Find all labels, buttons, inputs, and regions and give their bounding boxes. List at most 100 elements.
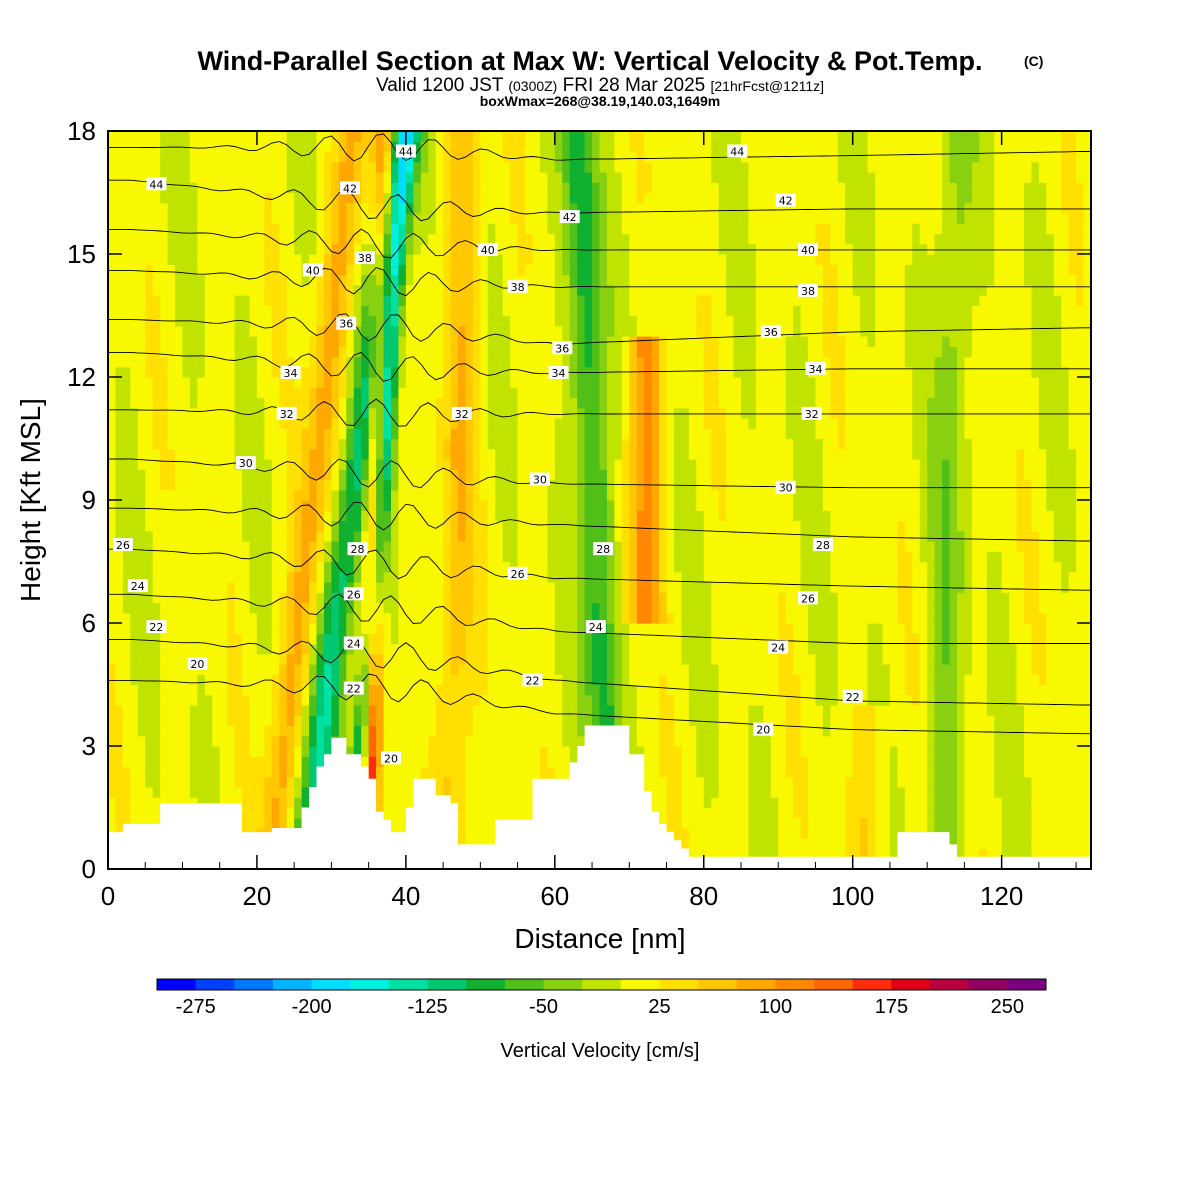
field-cell [599,500,608,511]
field-cell [301,643,310,655]
field-cell [599,479,608,491]
field-cell [644,602,653,614]
field-cell [554,674,563,686]
field-cell [882,705,891,716]
field-cell [927,541,936,552]
field-cell [539,766,548,778]
field-cell [740,561,750,573]
field-cell [778,848,787,860]
field-cell [718,735,727,747]
field-cell [137,787,146,798]
field-cell [458,694,467,706]
field-cell [711,828,720,839]
field-cell [867,623,876,634]
field-cell [487,582,496,593]
field-cell [1023,510,1033,522]
field-cell [666,602,675,614]
field-cell [800,776,809,788]
field-cell [115,797,124,809]
field-cell [1083,797,1091,809]
field-cell [152,633,161,645]
field-cell [547,705,556,716]
field-cell [971,541,980,552]
field-cell [1038,848,1047,860]
field-cell [808,530,817,542]
field-cell [659,489,668,501]
field-cell [234,510,243,522]
field-cell [964,530,973,542]
field-cell [711,541,720,552]
field-cell [1009,592,1018,604]
field-cell [718,746,727,757]
field-cell [1068,787,1077,798]
field-cell [122,571,131,583]
field-cell [122,766,131,778]
field-cell [472,756,481,768]
field-cell [1083,725,1091,737]
field-cell [1046,848,1055,860]
field-cell [189,633,198,645]
field-cell [249,612,258,624]
field-cell [569,500,578,511]
field-cell [711,500,720,511]
field-cell [927,797,936,809]
field-cell [480,520,489,532]
field-cell [681,746,690,757]
field-cell [882,735,891,747]
field-cell [577,633,586,645]
field-cell [927,776,936,788]
field-cell [309,561,318,573]
field-cell [323,643,333,655]
field-cell [808,797,817,809]
field-cell [666,807,675,819]
field-cell [882,776,891,788]
field-cell [167,489,176,501]
field-cell [1016,715,1025,727]
field-cell [1038,633,1047,645]
field-cell [443,746,452,757]
field-cell [227,561,236,573]
field-cell [175,602,184,614]
field-cell [502,489,511,501]
field-cell [688,828,697,839]
field-cell [763,838,772,850]
field-cell [152,817,161,829]
field-cell [793,520,802,532]
field-cell [472,520,481,532]
field-cell [770,725,779,737]
field-cell [882,817,891,829]
field-cell [309,643,318,655]
field-cell [927,674,936,686]
field-cell [435,653,444,665]
field-cell [383,633,392,645]
field-cell [189,520,198,532]
field-cell [986,828,995,839]
field-cell [919,561,928,573]
field-cell [204,684,213,696]
field-cell [912,500,921,511]
field-cell [115,530,124,542]
field-cell [666,715,675,727]
field-cell [137,797,146,809]
field-cell [949,674,958,686]
field-cell [651,705,660,716]
field-cell [428,725,437,737]
field-cell [808,479,817,491]
field-cell [160,571,169,583]
field-cell [487,828,496,839]
field-cell [681,684,690,696]
field-cell [726,500,735,511]
field-cell [212,633,221,645]
field-cell [867,838,876,850]
field-cell [830,520,839,532]
field-cell [942,571,951,583]
field-cell [740,684,750,696]
field-cell [867,746,876,757]
field-cell [808,643,817,655]
field-cell [487,643,496,655]
field-cell [525,530,534,542]
field-cell [1076,551,1085,563]
field-cell [696,715,705,727]
field-cell [979,582,988,593]
field-cell [167,551,176,563]
